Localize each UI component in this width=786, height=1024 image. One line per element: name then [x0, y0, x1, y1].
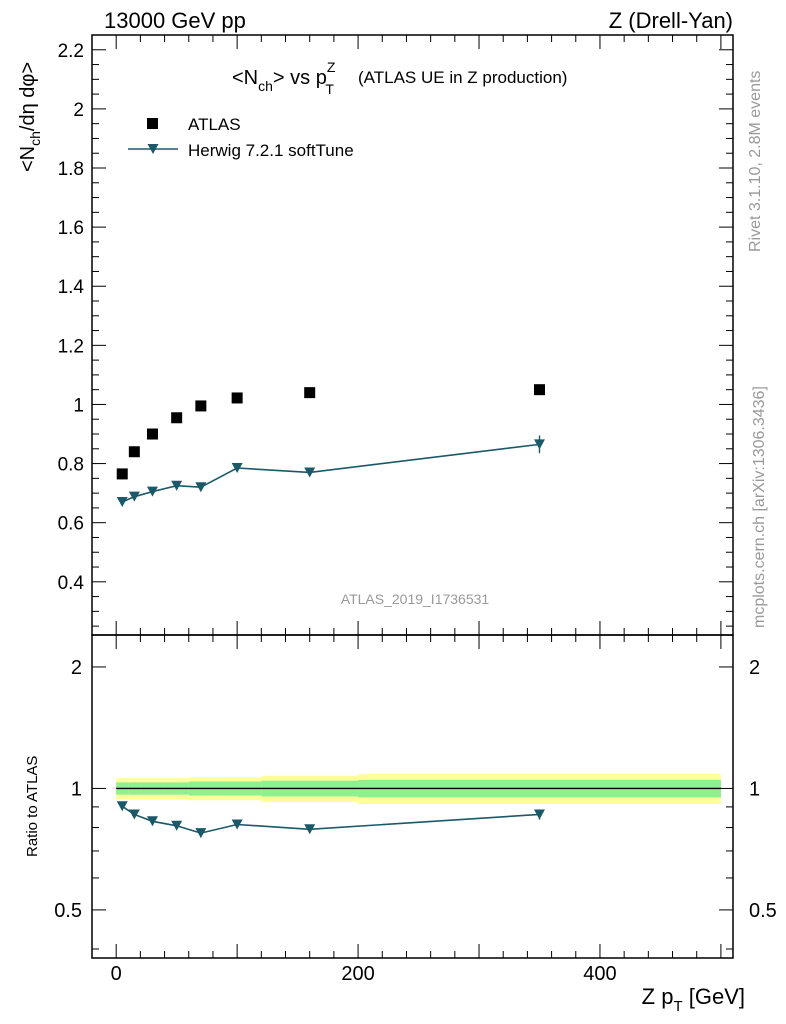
main-panel: 0.4 0.6 0.8 1 1.2 1.4 1.6 1.8 2 2.2 <Nch> vs pZ T …	[17, 34, 734, 636]
ratio-y-tick-label: 0.5	[54, 900, 82, 922]
main-data-layer	[116, 384, 545, 507]
x-tick-labels: 0 200 400	[111, 963, 617, 985]
main-y-tick-label: 1	[73, 395, 84, 416]
atlas-data-point	[304, 387, 316, 399]
rivet-version-label: Rivet 3.1.10, 2.8M events	[747, 71, 764, 252]
xlabel-part2: [GeV]	[683, 984, 745, 1009]
ratio-data-layer	[116, 801, 545, 839]
ratio-axis-ticks	[92, 635, 733, 958]
herwig-data-point	[116, 496, 128, 507]
herwig-ratio-point	[171, 820, 183, 831]
atlas-data-point	[146, 428, 158, 440]
ratio-y-tick-label-right: 2	[749, 657, 760, 679]
herwig-data-point	[304, 467, 316, 478]
main-axis-ticks	[92, 34, 733, 635]
ratio-panel: 0.5 0.5 1 1 2 2 0 200 400 Ratio to ATLAS Z pT […	[24, 634, 777, 1015]
title-sup-z: Z	[327, 59, 336, 75]
herwig-data-point	[231, 463, 243, 474]
herwig-ratio-point	[195, 828, 207, 839]
x-tick-label: 200	[341, 963, 374, 985]
source-label: mcplots.cern.ch [arXiv:1306.3436]	[751, 386, 768, 628]
ratio-frame	[91, 634, 734, 959]
herwig-data-point	[171, 480, 183, 491]
herwig-data-point	[146, 486, 158, 497]
x-tick-label: 400	[583, 963, 616, 985]
legend-marker-atlas	[147, 118, 158, 129]
ylabel-part2: /dη dφ>	[17, 62, 39, 131]
ylabel-sub: ch	[27, 131, 43, 146]
main-y-tick-label: 2.2	[58, 41, 84, 62]
analysis-watermark: ATLAS_2019_I1736531	[341, 591, 490, 607]
ratio-y-tick-label-right: 0.5	[749, 900, 777, 922]
header-right-label: Z (Drell-Yan)	[609, 8, 733, 33]
x-tick-label: 0	[111, 963, 122, 985]
atlas-data-point	[171, 412, 183, 424]
herwig-line	[121, 443, 540, 503]
xlabel-part1: Z p	[642, 984, 674, 1009]
main-y-tick-labels: 0.4 0.6 0.8 1 1.2 1.4 1.6 1.8 2 2.2	[58, 41, 85, 594]
legend-label-atlas: ATLAS	[188, 115, 241, 134]
main-y-tick-label: 0.4	[58, 573, 85, 594]
main-y-tick-label: 1.6	[58, 218, 84, 239]
ylabel-part1: <N	[17, 146, 39, 172]
atlas-data-point	[128, 446, 140, 458]
title-sub-t: T	[325, 81, 334, 97]
atlas-data-point	[231, 392, 243, 404]
plot-title: <Nch> vs pZ T (ATLAS UE in Z production)	[232, 59, 567, 97]
header-left-label: 13000 GeV pp	[104, 8, 246, 33]
herwig-data-point	[195, 482, 207, 493]
herwig-ratio-point	[533, 809, 545, 820]
ratio-y-tick-label: 2	[71, 657, 82, 679]
herwig-ratio-point	[231, 819, 243, 830]
herwig-ratio-line	[121, 805, 540, 834]
legend-label-herwig: Herwig 7.2.1 softTune	[188, 141, 354, 160]
atlas-data-point	[116, 468, 128, 480]
main-y-tick-label: 1.2	[58, 336, 84, 357]
main-y-tick-label: 0.6	[58, 514, 84, 535]
herwig-ratio-point	[304, 824, 316, 835]
herwig-ratio-point	[146, 816, 158, 827]
xlabel-sub: T	[673, 998, 682, 1015]
ratio-y-tick-label: 1	[71, 778, 82, 800]
main-y-tick-label: 1.4	[58, 277, 85, 298]
title-rest: (ATLAS UE in Z production)	[358, 68, 567, 87]
legend-marker-herwig	[147, 144, 159, 154]
ratio-y-tick-label-right: 1	[749, 778, 760, 800]
title-mid: > vs p	[273, 67, 327, 89]
herwig-data-point	[128, 491, 140, 502]
legend: ATLAS Herwig 7.2.1 softTune	[128, 115, 354, 160]
herwig-data-point	[533, 439, 545, 450]
herwig-ratio-point	[128, 809, 140, 820]
svg-text:<Nch> vs pZT: <Nch> vs pZ T	[232, 59, 336, 97]
ratio-y-tick-labels: 0.5 0.5 1 1 2 2	[54, 657, 777, 922]
main-y-tick-label: 2	[73, 100, 84, 121]
main-y-tick-label: 1.8	[58, 159, 84, 180]
main-y-axis-label: <Nch/dη dφ>	[17, 62, 43, 172]
ratio-y-axis-label: Ratio to ATLAS	[24, 756, 41, 857]
atlas-data-point	[195, 400, 207, 412]
title-sub-ch: ch	[258, 78, 273, 94]
x-axis-label: Z pT [GeV]	[642, 984, 745, 1015]
main-y-tick-label: 0.8	[58, 455, 84, 476]
herwig-ratio-point	[116, 801, 128, 812]
atlas-data-point	[533, 384, 545, 396]
title-main: <N	[232, 67, 258, 89]
